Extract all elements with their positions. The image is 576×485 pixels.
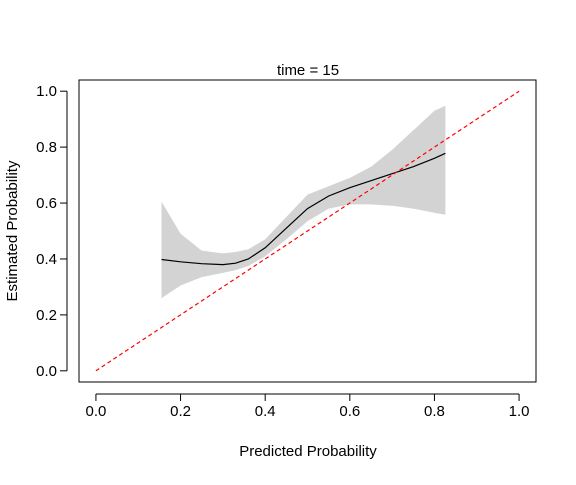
reference-line (95, 90, 520, 372)
y-axis: 0.0 0.2 0.4 0.6 0.8 1.0 (36, 83, 68, 380)
x-tick-label: 0.2 (170, 403, 191, 420)
x-tick-label: 1.0 (509, 403, 530, 420)
plot-frame (78, 79, 537, 383)
x-axis: 0.0 0.2 0.4 0.6 0.8 1.0 (85, 393, 530, 420)
y-tick-label: 0.0 (36, 363, 57, 380)
chart-title: time = 15 (277, 62, 339, 79)
x-tick-label: 0.8 (424, 403, 445, 420)
y-tick-label: 0.8 (36, 139, 57, 156)
x-tick-label: 0.6 (339, 403, 360, 420)
series-layer (95, 90, 520, 372)
y-tick-label: 0.6 (36, 195, 57, 212)
calibration-curve (161, 152, 446, 266)
y-tick-label: 1.0 (36, 83, 57, 100)
confidence-band (161, 105, 446, 299)
x-axis-title: Predicted Probability (239, 443, 377, 460)
x-tick-label: 0.0 (85, 403, 106, 420)
confidence-band-layer (161, 105, 446, 299)
y-tick-label: 0.4 (36, 251, 57, 268)
y-axis-title: Estimated Probability (4, 160, 21, 301)
y-tick-label: 0.2 (36, 307, 57, 324)
x-tick-label: 0.4 (255, 403, 276, 420)
